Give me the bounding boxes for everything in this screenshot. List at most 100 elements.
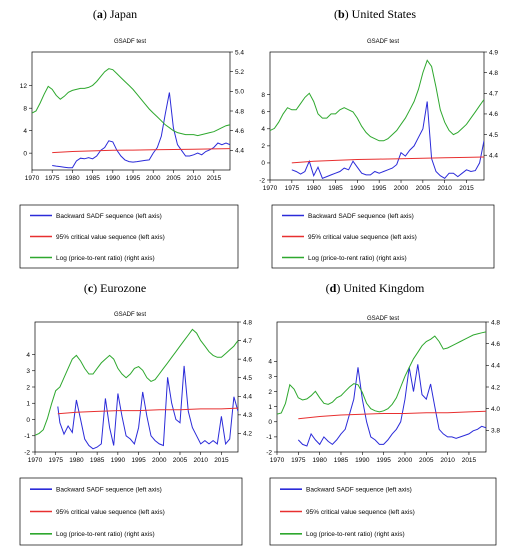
x-tick-label: 2005 (166, 175, 181, 182)
right-tick-label: 3.8 (491, 428, 500, 435)
panel-title: (c) Eurozone (84, 281, 146, 295)
right-tick-label: 5.0 (235, 89, 244, 96)
panel-paren-close: ) (103, 7, 110, 21)
x-tick-label: 2000 (152, 457, 167, 464)
panel-letter: b (338, 7, 345, 21)
x-tick-label: 1985 (334, 457, 349, 464)
series-line-log_ratio (32, 68, 230, 137)
left-tick-label: 4 (23, 128, 27, 135)
x-tick-label: 1995 (376, 457, 391, 464)
x-tick-label: 2015 (214, 457, 229, 464)
left-tick-label: -1 (24, 433, 30, 440)
right-tick-label: 4.5 (489, 132, 498, 139)
legend-label: Log (price-to-rent ratio) (right axis) (56, 531, 155, 538)
right-tick-label: 4.7 (489, 91, 498, 98)
right-tick-label: 4.2 (491, 384, 500, 391)
x-tick-label: 1990 (355, 457, 370, 464)
left-tick-label: 3 (26, 368, 30, 375)
legend-box (19, 204, 239, 269)
legend-box (269, 477, 497, 546)
legend-label: Backward SADF sequence (left axis) (308, 213, 414, 220)
series-line-critical (57, 407, 238, 415)
x-tick-label: 1980 (306, 185, 321, 192)
x-tick-label: 1985 (85, 175, 100, 182)
left-tick-label: 2 (26, 384, 30, 391)
x-tick-label: 1980 (65, 175, 80, 182)
panel-name: Japan (110, 7, 137, 21)
x-tick-label: 1970 (263, 185, 278, 192)
x-tick-label: 1995 (131, 457, 146, 464)
x-tick-label: 2015 (459, 185, 474, 192)
right-tick-label: 4.6 (491, 341, 500, 348)
right-tick-label: 4.7 (243, 338, 252, 345)
x-tick-label: 1990 (350, 185, 365, 192)
left-tick-label: -2 (266, 449, 272, 456)
right-tick-label: 5.4 (235, 49, 244, 56)
panel-4: (d) United Kingdom GSADF test 1970 1975 1980… (266, 281, 500, 546)
legend-label: Log (price-to-rent ratio) (right axis) (306, 531, 405, 538)
legend-label: Log (price-to-rent ratio) (right axis) (308, 255, 407, 262)
x-tick-label: 2010 (193, 457, 208, 464)
plot-frame (34, 321, 239, 453)
legend-label: Log (price-to-rent ratio) (right axis) (56, 255, 155, 262)
legend-box (271, 204, 495, 269)
legend-label: 95% critical value sequence (left axis) (308, 234, 417, 241)
panel-name: Eurozone (100, 281, 146, 295)
right-tick-label: 4.6 (489, 111, 498, 118)
panel-letter: d (330, 281, 337, 295)
panel-paren-open: ( (334, 7, 338, 21)
chart-title: GSADF test (114, 312, 146, 318)
left-tick-label: 2 (268, 389, 272, 396)
series-line-log_ratio (270, 59, 484, 142)
chart-title: GSADF test (367, 316, 399, 322)
chart-title: GSADF test (114, 39, 146, 45)
x-tick-label: 2010 (186, 175, 201, 182)
panel-title: (b) United States (334, 7, 416, 21)
x-tick-label: 2015 (207, 175, 222, 182)
x-tick-label: 1975 (48, 457, 63, 464)
right-tick-label: 4.5 (243, 375, 252, 382)
x-tick-label: 2015 (462, 457, 477, 464)
series-line-sadf (297, 364, 486, 447)
chart-title: GSADF test (367, 39, 399, 45)
x-tick-label: 1975 (285, 185, 300, 192)
left-tick-label: 12 (20, 83, 28, 90)
series-line-critical (291, 156, 484, 164)
x-tick-label: 1985 (90, 457, 105, 464)
x-tick-label: 1970 (25, 175, 40, 182)
left-tick-label: 8 (261, 92, 265, 99)
series-line-log_ratio (35, 328, 238, 436)
right-tick-label: 4.9 (489, 49, 498, 56)
x-tick-label: 2010 (437, 185, 452, 192)
x-tick-label: 1970 (28, 457, 43, 464)
x-tick-label: 2000 (398, 457, 413, 464)
panel-paren-close: ) (345, 7, 352, 21)
left-tick-label: 4 (261, 126, 265, 133)
left-tick-label: 0 (26, 417, 30, 424)
panel-paren-close: ) (93, 281, 100, 295)
series-line-sadf (291, 101, 484, 179)
left-tick-label: 1 (26, 401, 30, 408)
x-tick-label: 2010 (440, 457, 455, 464)
left-tick-label: 8 (23, 105, 27, 112)
left-tick-label: 0 (261, 160, 265, 167)
series-line-sadf (57, 365, 238, 450)
right-tick-label: 4.3 (243, 412, 252, 419)
left-tick-label: 0 (268, 419, 272, 426)
series-line-sadf (52, 92, 230, 169)
legend-label: Backward SADF sequence (left axis) (56, 486, 162, 493)
right-tick-label: 4.0 (491, 406, 500, 413)
series-line-log_ratio (277, 331, 486, 415)
x-tick-label: 1985 (328, 185, 343, 192)
right-tick-label: 4.2 (243, 431, 252, 438)
x-tick-label: 1990 (106, 175, 121, 182)
right-tick-label: 4.6 (243, 356, 252, 363)
series-line-critical (298, 410, 486, 420)
right-tick-label: 4.4 (489, 153, 498, 160)
left-tick-label: 2 (261, 143, 265, 150)
left-tick-label: 3 (268, 374, 272, 381)
panel-letter: c (88, 281, 94, 295)
left-tick-label: 4 (268, 359, 272, 366)
